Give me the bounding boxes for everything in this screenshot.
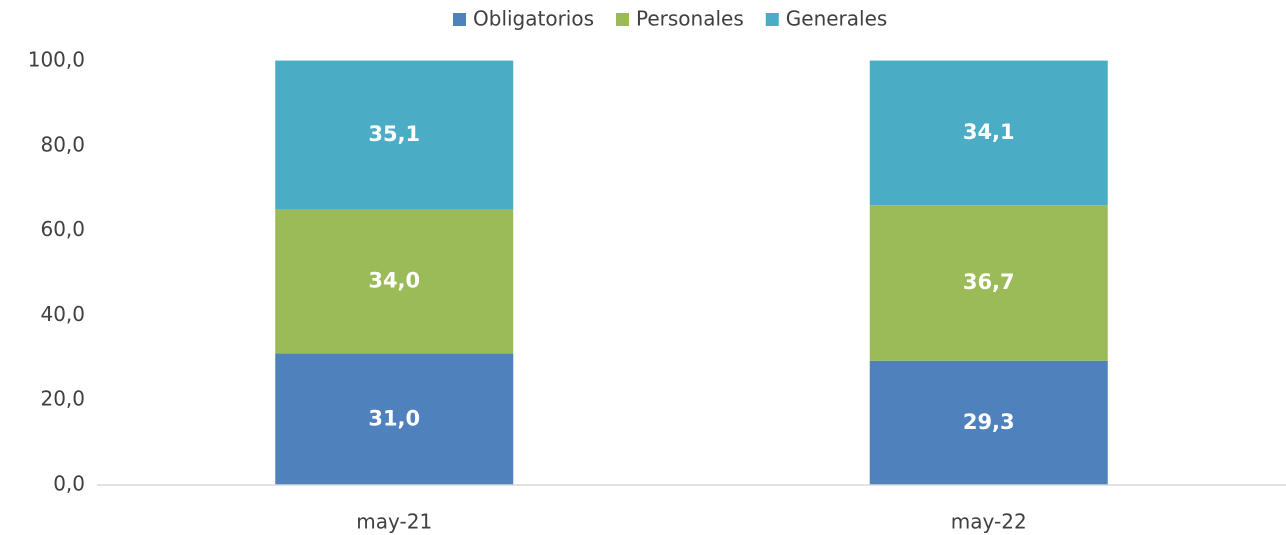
y-tick-label: 0,0	[53, 472, 85, 496]
value-label: 34,0	[368, 268, 420, 292]
bar-segment	[275, 209, 514, 354]
legend-swatch	[765, 13, 779, 26]
value-label: 29,3	[963, 410, 1015, 434]
legend-label: Personales	[636, 7, 744, 31]
bar-segment	[869, 60, 1108, 206]
legend-swatch	[453, 13, 466, 26]
value-label: 36,7	[963, 270, 1015, 294]
bar-segment	[275, 60, 514, 210]
y-tick-label: 60,0	[40, 217, 85, 241]
bar-segment	[275, 353, 514, 485]
x-tick-label: may-21	[356, 510, 432, 534]
bar-segment	[869, 360, 1108, 485]
legend-swatch	[616, 13, 630, 26]
y-tick-label: 80,0	[40, 132, 85, 156]
y-tick-label: 20,0	[40, 387, 85, 411]
y-tick-label: 40,0	[40, 302, 85, 326]
value-label: 34,1	[963, 120, 1015, 144]
y-tick-label: 100,0	[28, 48, 85, 72]
value-label: 31,0	[368, 406, 420, 430]
legend-label: Generales	[786, 7, 888, 31]
bar-segment	[869, 205, 1108, 361]
value-label: 35,1	[368, 122, 420, 146]
x-tick-label: may-22	[951, 510, 1027, 534]
legend-label: Obligatorios	[473, 7, 594, 31]
